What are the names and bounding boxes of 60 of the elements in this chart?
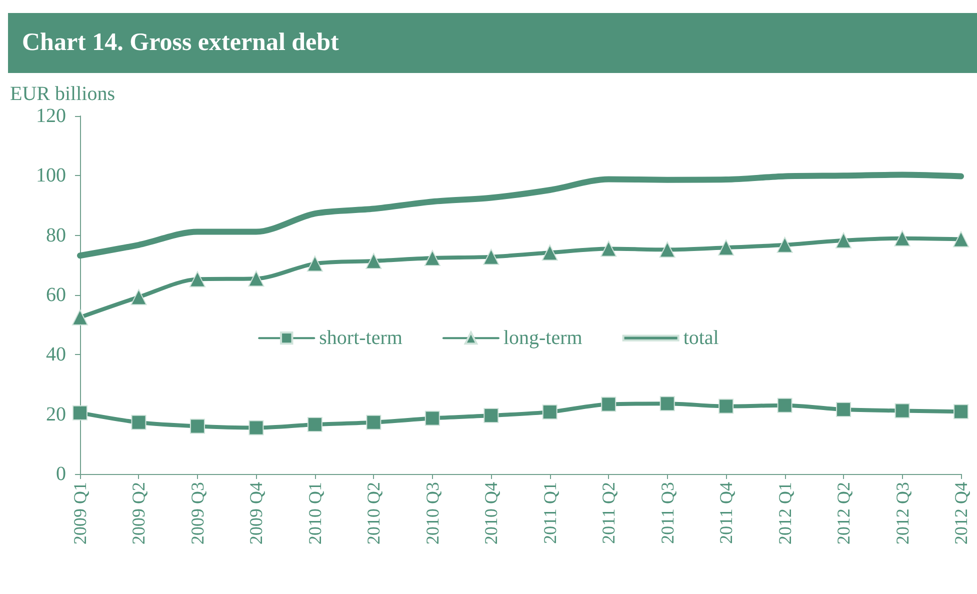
point [130, 289, 147, 306]
point [542, 404, 558, 420]
point [718, 398, 734, 414]
point [248, 270, 264, 287]
x-tick-label: 2009 Q4 [246, 482, 266, 544]
y-tick-label: 60 [46, 284, 66, 306]
legend-label: long-term [503, 327, 583, 350]
point [366, 414, 382, 430]
point [424, 250, 440, 266]
point [307, 416, 322, 432]
point [954, 404, 968, 420]
legend-label: short-term [319, 327, 403, 350]
x-tick-label: 2010 Q1 [304, 482, 325, 544]
chart-title: Chart 14. Gross external debt [8, 13, 977, 73]
y-tick-label: 40 [46, 344, 66, 366]
x-tick-label: 2009 Q3 [187, 482, 208, 544]
y-tick-label: 120 [36, 105, 66, 127]
point [718, 240, 734, 256]
x-tick-label: 2012 Q3 [892, 482, 912, 544]
point [484, 408, 499, 424]
y-tick-label: 20 [46, 403, 66, 426]
point [777, 398, 792, 413]
point [248, 420, 264, 436]
legend-label: total [683, 327, 720, 350]
point [894, 230, 910, 246]
x-tick-label: 2011 Q1 [540, 482, 560, 544]
y-tick-label: 80 [46, 224, 66, 246]
point [659, 242, 676, 258]
point [836, 232, 852, 248]
x-tick-label: 2012 Q4 [951, 482, 971, 544]
point [190, 418, 205, 434]
x-tick-label: 2012 Q1 [774, 482, 795, 544]
point [601, 396, 616, 412]
x-tick-label: 2010 Q4 [481, 482, 502, 544]
point [836, 402, 852, 418]
x-tick-label: 2011 Q4 [716, 482, 736, 544]
point [542, 244, 558, 261]
x-tick-label: 2011 Q3 [657, 482, 678, 544]
point [72, 405, 88, 420]
x-tick-label: 2010 Q3 [422, 482, 442, 544]
point [776, 236, 793, 253]
point [306, 256, 323, 272]
y-tick-label: 100 [36, 164, 66, 187]
point [72, 309, 88, 326]
point [953, 231, 969, 248]
x-tick-label: 2009 Q1 [70, 482, 90, 544]
x-tick-label: 2011 Q2 [598, 482, 619, 544]
x-tick-label: 2012 Q2 [834, 482, 854, 544]
x-tick-label: 2010 Q2 [364, 482, 384, 544]
x-tick-label: 2009 Q2 [128, 482, 149, 544]
y-axis-title: EUR billions [10, 83, 116, 105]
point [660, 396, 675, 412]
point [131, 414, 146, 430]
point [894, 403, 910, 418]
y-tick-label: 0 [56, 463, 66, 485]
point [189, 271, 206, 288]
point [483, 248, 500, 265]
point [424, 410, 440, 426]
point [600, 240, 617, 257]
point [366, 252, 382, 269]
